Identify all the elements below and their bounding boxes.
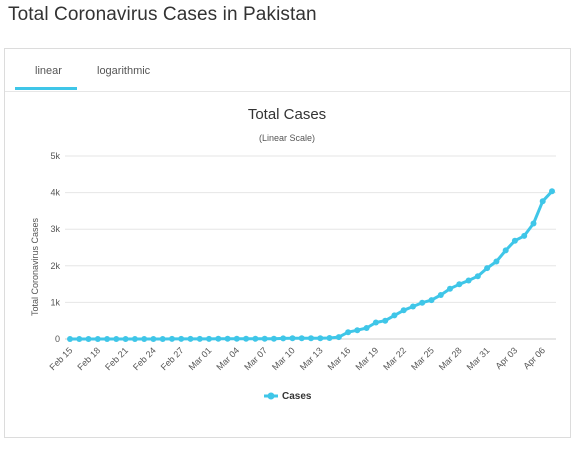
legend-marker <box>267 392 275 400</box>
data-point[interactable] <box>85 336 92 342</box>
chart-svg: Total Cases (Linear Scale) Total Coronav… <box>30 106 556 402</box>
x-tick-label: Feb 18 <box>75 345 102 372</box>
data-point[interactable] <box>252 335 259 342</box>
y-tick-labels: 0 1k 2k 3k 4k 5k <box>50 151 60 344</box>
data-point[interactable] <box>410 303 416 310</box>
y-tick-label: 1k <box>50 297 60 307</box>
data-point[interactable] <box>511 237 518 244</box>
data-point[interactable] <box>178 335 185 342</box>
data-point[interactable] <box>261 335 268 342</box>
data-point[interactable] <box>159 336 166 342</box>
data-point[interactable] <box>76 336 83 342</box>
y-tick-label: 0 <box>55 334 60 344</box>
scale-tabs: linear logarithmic <box>5 49 570 92</box>
data-point[interactable] <box>224 335 231 342</box>
tab-logarithmic[interactable]: logarithmic <box>97 65 151 77</box>
data-point[interactable] <box>233 335 240 342</box>
tab-linear[interactable]: linear <box>35 65 62 77</box>
x-tick-label: Mar 07 <box>242 345 269 372</box>
x-tick-label: Mar 01 <box>187 345 214 372</box>
data-point[interactable] <box>187 335 194 342</box>
x-tick-label: Mar 04 <box>214 345 241 372</box>
data-point[interactable] <box>169 335 175 342</box>
page-title: Total Coronavirus Cases in Pakistan <box>8 4 317 25</box>
data-point[interactable] <box>67 336 73 342</box>
y-tick-label: 4k <box>50 188 60 198</box>
data-point[interactable] <box>354 327 361 334</box>
data-point[interactable] <box>104 336 111 342</box>
data-point[interactable] <box>243 335 250 342</box>
data-point[interactable] <box>521 232 528 239</box>
data-point[interactable] <box>419 299 426 306</box>
data-point[interactable] <box>94 336 101 342</box>
legend[interactable]: Cases <box>264 391 312 402</box>
data-point[interactable] <box>447 285 453 292</box>
data-point[interactable] <box>549 188 555 195</box>
data-point[interactable] <box>372 319 379 326</box>
tab-divider <box>5 91 570 92</box>
chart-title: Total Cases <box>248 106 326 123</box>
x-tick-label: Mar 31 <box>465 345 492 372</box>
data-point[interactable] <box>298 335 305 342</box>
data-point[interactable] <box>206 335 212 342</box>
x-tick-label: Mar 10 <box>270 345 297 372</box>
data-point[interactable] <box>363 325 370 331</box>
data-point[interactable] <box>530 220 537 227</box>
data-point[interactable] <box>150 336 157 342</box>
data-point[interactable] <box>400 307 407 314</box>
active-tab-indicator <box>15 87 77 90</box>
x-tick-label: Feb 21 <box>103 345 130 372</box>
x-tick-label: Mar 19 <box>353 345 380 372</box>
y-tick-label: 2k <box>50 261 60 271</box>
x-tick-label: Apr 06 <box>521 345 547 371</box>
x-tick-label: Mar 28 <box>437 345 464 372</box>
x-tick-labels: Feb 15 Feb 18 Feb 21 Feb 24 Feb 27 Mar 01 Mar … <box>48 345 548 372</box>
data-point[interactable] <box>493 258 500 265</box>
x-tick-label: Feb 24 <box>131 345 158 372</box>
data-point[interactable] <box>196 335 203 342</box>
data-point[interactable] <box>474 273 481 280</box>
x-tick-label: Mar 16 <box>326 345 353 372</box>
data-point[interactable] <box>122 336 129 342</box>
data-point[interactable] <box>539 198 546 205</box>
x-tick-label: Feb 27 <box>159 345 186 372</box>
data-point[interactable] <box>428 297 435 304</box>
data-point[interactable] <box>317 335 324 342</box>
y-tick-label: 5k <box>50 151 60 161</box>
chart-card: linear logarithmic Total Cases (Linear S… <box>4 48 571 438</box>
series-line <box>70 190 554 341</box>
data-point[interactable] <box>289 335 296 342</box>
data-point[interactable] <box>502 247 509 254</box>
x-tick-label: Mar 22 <box>381 345 408 372</box>
data-point[interactable] <box>280 335 287 342</box>
data-point[interactable] <box>465 277 472 284</box>
x-tick-label: Apr 03 <box>494 345 520 371</box>
data-point[interactable] <box>437 292 444 298</box>
data-point[interactable] <box>141 336 148 342</box>
data-point[interactable] <box>382 317 389 324</box>
data-point[interactable] <box>335 334 342 341</box>
x-tick-label: Feb 15 <box>48 345 75 372</box>
y-tick-label: 3k <box>50 224 60 234</box>
data-point[interactable] <box>326 335 333 341</box>
y-axis-label: Total Coronavirus Cases <box>30 217 40 316</box>
gridlines <box>65 155 556 340</box>
x-tick-label: Mar 25 <box>409 345 436 372</box>
data-point[interactable] <box>456 281 463 288</box>
chart-subtitle: (Linear Scale) <box>259 133 315 143</box>
data-point[interactable] <box>113 336 120 342</box>
x-tick-label: Mar 13 <box>298 345 325 372</box>
data-point[interactable] <box>270 335 277 342</box>
data-point[interactable] <box>215 335 222 342</box>
data-point[interactable] <box>131 336 138 342</box>
series-cases <box>67 188 555 342</box>
data-point[interactable] <box>308 335 314 342</box>
data-point[interactable] <box>345 329 352 336</box>
data-point[interactable] <box>391 312 398 319</box>
data-point[interactable] <box>484 265 491 272</box>
legend-label-cases: Cases <box>282 391 312 402</box>
